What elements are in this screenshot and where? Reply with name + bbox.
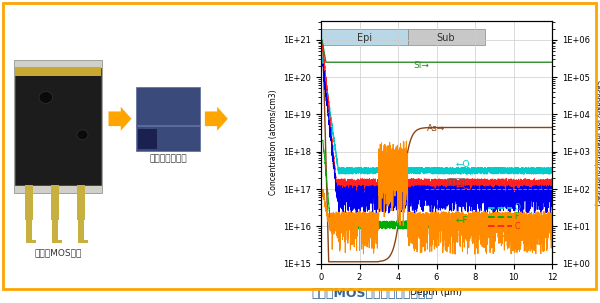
Bar <box>77 185 85 220</box>
Text: Si→: Si→ <box>413 61 429 70</box>
Bar <box>136 87 200 151</box>
Text: ←N: ←N <box>456 230 470 239</box>
Text: C: C <box>514 222 520 231</box>
Text: O: O <box>514 203 520 212</box>
Bar <box>26 219 32 243</box>
Text: ←C: ←C <box>456 182 470 191</box>
FancyArrow shape <box>109 107 131 131</box>
Text: ←F: ←F <box>456 216 469 225</box>
Bar <box>77 240 88 243</box>
Text: ←O: ←O <box>456 160 470 169</box>
Text: チップ取り出し: チップ取り出し <box>149 155 187 164</box>
Circle shape <box>39 92 53 103</box>
Text: パワーMOS外観: パワーMOS外観 <box>34 248 82 257</box>
Bar <box>26 240 36 243</box>
Text: H: H <box>514 194 520 203</box>
Y-axis label: Secondary Ion Intensity(counts/sec): Secondary Ion Intensity(counts/sec) <box>595 79 600 205</box>
Bar <box>51 185 59 220</box>
Text: N: N <box>514 231 520 240</box>
Bar <box>52 219 58 243</box>
Text: Epi: Epi <box>357 33 372 43</box>
Text: パワーMOS基板中の軽元素評価: パワーMOS基板中の軽元素評価 <box>311 287 433 300</box>
Y-axis label: Concentration (atoms/cm3): Concentration (atoms/cm3) <box>269 90 278 195</box>
Bar <box>15 68 101 185</box>
Bar <box>137 129 157 149</box>
Text: 検出下限: 検出下限 <box>448 177 467 186</box>
Bar <box>136 125 200 127</box>
Bar <box>321 29 407 45</box>
X-axis label: Depth (μm): Depth (μm) <box>410 288 463 297</box>
Circle shape <box>77 130 88 140</box>
Bar <box>15 67 101 76</box>
Text: As→: As→ <box>427 124 445 133</box>
Bar <box>52 240 62 243</box>
FancyArrow shape <box>205 107 228 131</box>
Text: F: F <box>514 212 519 221</box>
Bar <box>407 29 485 45</box>
Bar <box>25 185 33 220</box>
Bar <box>14 60 103 193</box>
Text: ←H: ←H <box>456 198 470 207</box>
Bar <box>77 219 85 243</box>
Text: Sub: Sub <box>437 33 455 43</box>
